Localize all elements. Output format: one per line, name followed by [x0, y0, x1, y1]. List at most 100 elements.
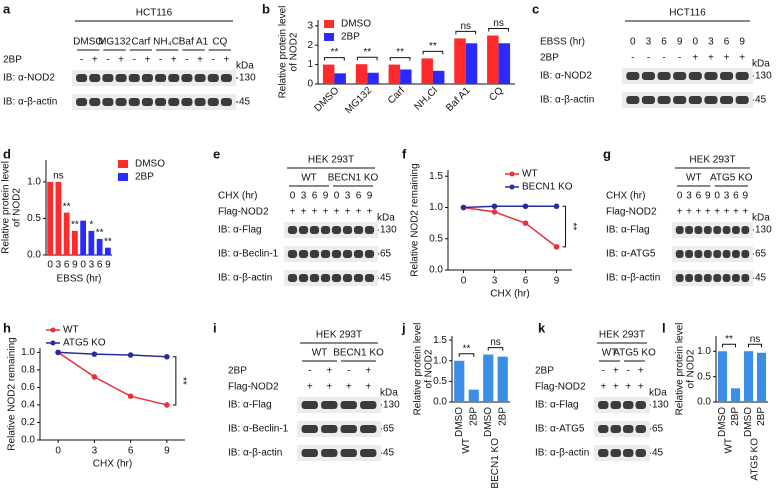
series-line [463, 206, 557, 248]
bar [717, 351, 728, 402]
significance-bracket [722, 343, 736, 348]
group-label: DMSO [73, 37, 103, 48]
band [353, 250, 364, 258]
band [741, 274, 750, 282]
significance-label: ns [493, 18, 504, 29]
legend-marker [50, 327, 56, 333]
y-tick-label: 0.2 [21, 417, 35, 428]
condition-value: 9 [367, 191, 373, 202]
significance-bracket [324, 57, 345, 61]
kda-label: kDa [752, 59, 770, 70]
band [320, 226, 331, 234]
condition-value: + [290, 207, 296, 218]
condition-value: 9 [323, 191, 329, 202]
condition-value: 9 [677, 37, 683, 48]
blot-label: IB: α-Flag [228, 400, 272, 411]
condition-value: + [613, 366, 619, 377]
bar [454, 38, 466, 84]
panel-letter: k [538, 320, 546, 335]
band [220, 98, 232, 106]
x-tick-label: 6 [64, 260, 70, 271]
condition-value: 0 [693, 37, 699, 48]
bar [96, 238, 103, 255]
band [301, 425, 318, 433]
band [704, 72, 718, 80]
blot-strip [297, 445, 381, 461]
condition-value: + [171, 55, 177, 66]
condition-value: + [326, 366, 332, 377]
band [342, 274, 353, 282]
group-label: MG132 [98, 37, 131, 48]
x-tick-label: DMSO [717, 407, 728, 437]
panel-letter: g [603, 146, 611, 161]
panel-letter: d [3, 146, 11, 161]
y-tick-label: 0.5 [429, 233, 443, 244]
x-tick-label: Baf A1 [444, 85, 473, 114]
group-label: WT [724, 438, 735, 454]
x-axis-label: CHX (hr) [93, 459, 132, 470]
bar [432, 70, 445, 84]
condition-value: + [686, 207, 692, 218]
kda-value: 130 [652, 400, 669, 411]
condition-label: Flag-NOD2 [606, 207, 657, 218]
group-label: Baf A1 [179, 37, 209, 48]
significance-bracket [488, 28, 509, 32]
point [553, 203, 560, 210]
significance-label: ** [331, 47, 339, 58]
band [657, 72, 671, 80]
group-label: BECN1 KO [490, 438, 501, 489]
condition-value: + [144, 55, 150, 66]
y-axis-label: Relative protein level [278, 6, 289, 99]
y-axis-label: of NOD2 [424, 349, 435, 388]
y-tick-label: 1 [307, 59, 313, 70]
significance-label: ** [463, 343, 471, 354]
band [320, 250, 331, 258]
condition-value: 3 [301, 191, 307, 202]
band [76, 98, 88, 106]
x-tick-label: 6 [523, 276, 529, 287]
blot-strip [297, 397, 381, 413]
y-axis-label: of NOD2 [686, 349, 697, 388]
blot-label: IB: α-Beclin-1 [228, 424, 289, 435]
significance-bracket [172, 356, 177, 406]
band [298, 250, 309, 258]
significance-label: ns [750, 334, 761, 345]
blot-strip [622, 68, 753, 84]
condition-value: + [118, 55, 124, 66]
y-tick-label: 0.0 [27, 250, 41, 261]
condition-value: 9 [739, 37, 745, 48]
bar [465, 43, 478, 84]
x-tick-label: CQ [487, 85, 506, 104]
y-axis-label: Relative protein level [413, 323, 424, 416]
significance-label: ** [567, 223, 578, 231]
condition-value: + [223, 55, 229, 66]
band [194, 98, 206, 106]
condition-value: - [133, 55, 136, 66]
x-tick-label: 9 [72, 260, 78, 271]
condition-value: - [627, 366, 630, 377]
legend-marker [509, 171, 515, 177]
bar [388, 64, 401, 84]
band [610, 425, 621, 433]
band [641, 72, 655, 80]
condition-value: + [625, 382, 631, 393]
legend-label: ATG5 KO [63, 338, 106, 349]
group-label: ATG5 KO [710, 173, 753, 184]
condition-value: - [212, 55, 215, 66]
condition-value: + [600, 382, 606, 393]
condition-value: - [185, 55, 188, 66]
condition-value: - [106, 55, 109, 66]
significance-label: ** [71, 220, 79, 231]
group-label: WT [312, 348, 328, 359]
bar [355, 64, 368, 84]
band [673, 72, 687, 80]
condition-value: + [312, 207, 318, 218]
band [598, 401, 609, 409]
cell-line: HCT116 [669, 8, 706, 19]
band [703, 274, 712, 282]
y-axis-label: Relative NOD2 remaining [410, 163, 421, 276]
legend-marker [50, 340, 56, 346]
band [598, 449, 609, 457]
x-tick-label: 3 [492, 276, 498, 287]
band [688, 96, 702, 104]
